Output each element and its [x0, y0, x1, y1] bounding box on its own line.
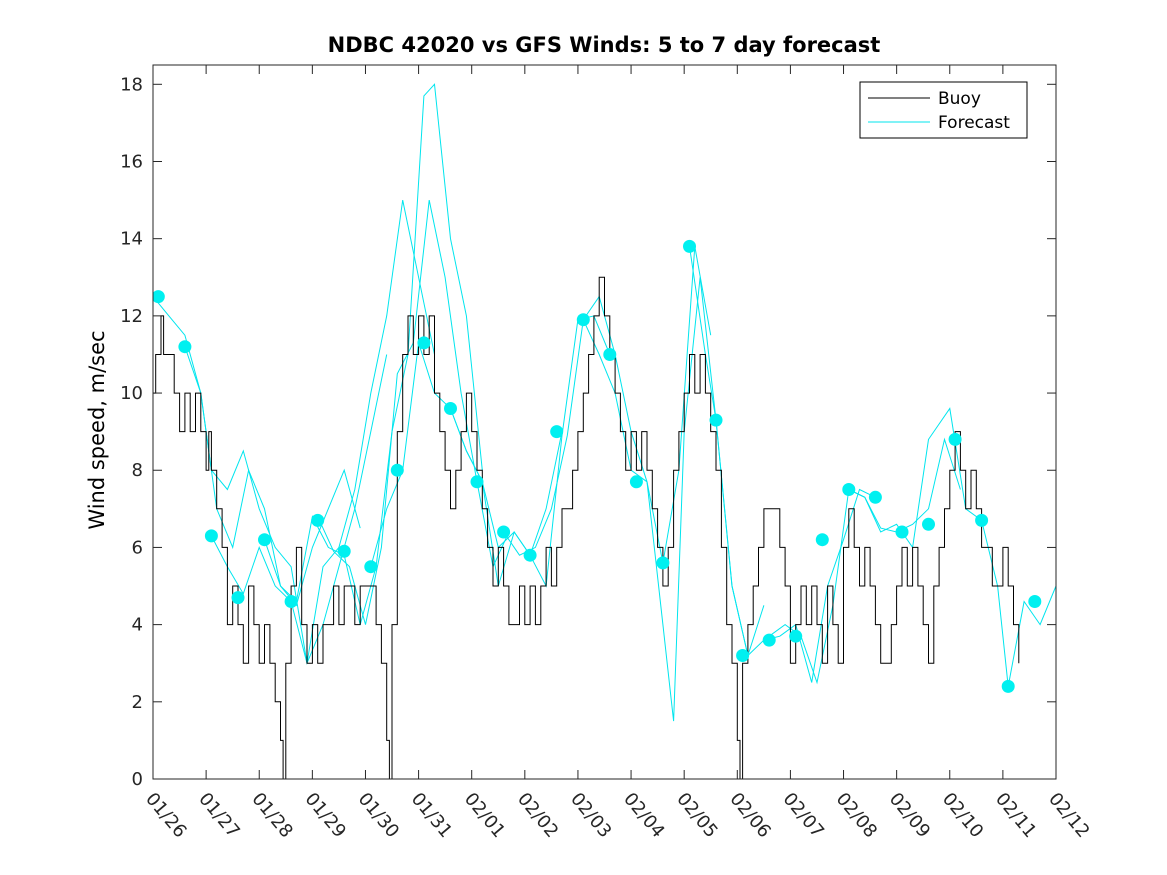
forecast-marker-32: [975, 513, 989, 527]
forecast-marker-6: [284, 595, 298, 608]
forecast-marker-26: [815, 533, 829, 547]
forecast-marker-18: [603, 348, 617, 361]
forecast-marker-34: [1028, 595, 1042, 608]
chart-title: NDBC 42020 vs GFS Winds: 5 to 7 day fore…: [328, 33, 881, 57]
forecast-marker-14: [497, 525, 511, 539]
buoy-line: [153, 276, 1020, 779]
forecast-marker-33: [1001, 679, 1015, 693]
forecast-marker-3: [204, 529, 218, 543]
y-tick-label-6: 12: [120, 306, 143, 327]
forecast-marker-27: [842, 483, 856, 496]
forecast-marker-17: [576, 313, 590, 327]
y-axis-label: Wind speed, m/sec: [85, 330, 109, 529]
forecast-marker-2: [178, 340, 192, 354]
y-tick-label-7: 14: [120, 229, 143, 250]
forecast-marker-25: [789, 629, 803, 643]
forecast-marker-24: [762, 633, 776, 647]
forecast-line-12: [848, 407, 1056, 687]
y-tick-label-2: 4: [132, 615, 143, 636]
forecast-marker-22: [709, 413, 723, 427]
forecast-marker-13: [470, 475, 484, 489]
y-tick-label-3: 6: [132, 537, 143, 558]
forecast-marker-8: [337, 544, 351, 558]
y-tick-label-0: 0: [132, 769, 143, 790]
forecast-marker-28: [868, 490, 882, 504]
y-tick-label-4: 8: [132, 460, 143, 481]
forecast-marker-10: [390, 463, 404, 477]
forecast-marker-23: [736, 649, 750, 662]
forecast-marker-20: [656, 556, 670, 570]
forecast-marker-11: [417, 336, 431, 350]
y-tick-label-8: 16: [120, 151, 143, 172]
forecast-marker-1: [153, 290, 165, 304]
legend-box: [859, 81, 1028, 139]
forecast-marker-19: [629, 475, 643, 489]
legend-label-buoy: Buoy: [938, 89, 981, 109]
forecast-marker-21: [683, 239, 696, 253]
forecast-marker-31: [948, 432, 962, 446]
forecast-marker-5: [258, 533, 271, 547]
forecast-line-3: [210, 199, 435, 664]
axes-box: [152, 64, 1057, 780]
y-tick-label-5: 10: [120, 383, 143, 404]
forecast-line-2: [184, 346, 388, 666]
forecast-marker-16: [550, 425, 564, 439]
plot-area: [153, 83, 1056, 779]
forecast-marker-7: [311, 513, 325, 527]
forecast-marker-30: [922, 517, 935, 531]
forecast-marker-9: [364, 560, 378, 574]
forecast-marker-15: [523, 548, 537, 562]
legend-label-forecast: Forecast: [938, 113, 1010, 133]
plot-series: [153, 83, 1056, 779]
forecast-marker-4: [231, 591, 245, 605]
forecast-marker-12: [444, 402, 457, 415]
y-tick-label-9: 18: [120, 74, 143, 95]
legend: Buoy Forecast: [859, 81, 1028, 139]
forecast-line-8: [503, 246, 712, 563]
y-tick-label-1: 2: [132, 692, 143, 713]
forecast-marker-29: [895, 525, 909, 539]
